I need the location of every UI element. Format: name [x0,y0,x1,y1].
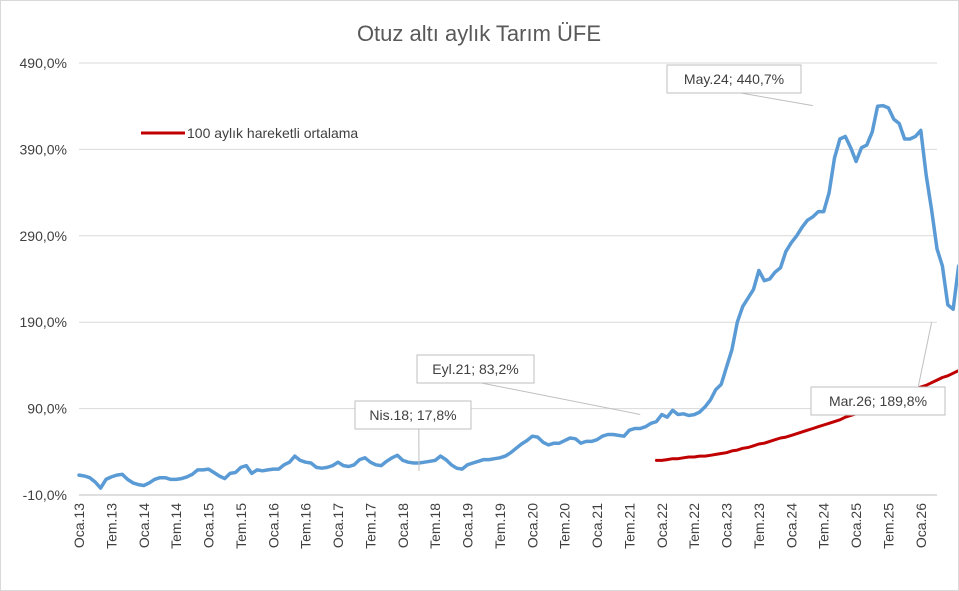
x-tick-label: Oca.14 [136,503,152,548]
series-lines [77,103,958,490]
x-tick-label: Oca.13 [71,503,87,548]
callout-label: Eyl.21; 83,2% [432,361,518,377]
x-tick-label: Oca.19 [460,503,476,548]
x-tick-label: Oca.20 [524,503,540,548]
callout-box [810,386,946,416]
x-tick-label: Tem.15 [233,503,249,549]
x-tick-label: Oca.23 [719,503,735,548]
legend-label-moving-average: 100 aylık hareketli ortalama [187,125,358,141]
x-tick-label: Tem.13 [103,503,119,549]
x-tick-label: Oca.24 [783,503,799,548]
y-tick-label: 390,0% [20,141,67,157]
x-tick-label: Tem.23 [751,503,767,549]
x-tick-label: Oca.22 [654,503,670,548]
x-tick-label: Tem.21 [621,503,637,549]
x-tick-label: Tem.20 [557,503,573,549]
x-tick-label: Tem.22 [686,503,702,549]
x-tick-label: Oca.26 [913,503,929,548]
callouts: Nis.18; 17,8% Eyl.21; 83,2% May.24; 440,7%… [354,64,946,472]
x-axis-ticks: Oca.13 Tem.13 Oca.14 Tem.14 Oca.15 Tem.15 Oca.… [71,503,929,549]
x-tick-label: Oca.21 [589,503,605,548]
y-tick-label: 90,0% [27,401,67,417]
x-tick-label: Tem.24 [816,503,832,549]
y-tick-label: 290,0% [20,228,67,244]
x-tick-label: Tem.18 [427,503,443,549]
callout-label: May.24; 440,7% [684,71,784,87]
x-tick-label: Oca.18 [395,503,411,548]
series-line-tarim-ufe [77,103,958,490]
x-tick-label: Oca.17 [330,503,346,548]
chart-title: Otuz altı aylık Tarım ÜFE [357,21,601,46]
x-tick-label: Tem.16 [298,503,314,549]
callout-box [354,400,472,430]
callout-leader-line [740,92,813,107]
x-tick-label: Oca.15 [201,503,217,548]
gridlines [79,62,937,496]
callout-box [666,64,802,94]
y-axis-ticks: -10,0% 90,0% 190,0% 290,0% 390,0% 490,0% [20,55,67,503]
x-tick-label: Tem.17 [362,503,378,549]
callout-leader-line [917,322,933,388]
x-tick-label: Oca.16 [265,503,281,548]
y-tick-label: 190,0% [20,314,67,330]
y-tick-label: -10,0% [23,487,67,503]
x-tick-label: Tem.19 [492,503,508,549]
x-tick-label: Tem.25 [880,503,896,549]
callout-box [416,354,535,384]
callout-leader-line [481,382,641,415]
x-tick-label: Tem.14 [168,503,184,549]
callout-label: Nis.18; 17,8% [369,407,456,423]
legend: 100 aylık hareketli ortalama [141,125,358,141]
y-tick-label: 490,0% [20,55,67,71]
callout-label: Mar.26; 189,8% [829,393,927,409]
x-tick-label: Oca.25 [848,503,864,548]
